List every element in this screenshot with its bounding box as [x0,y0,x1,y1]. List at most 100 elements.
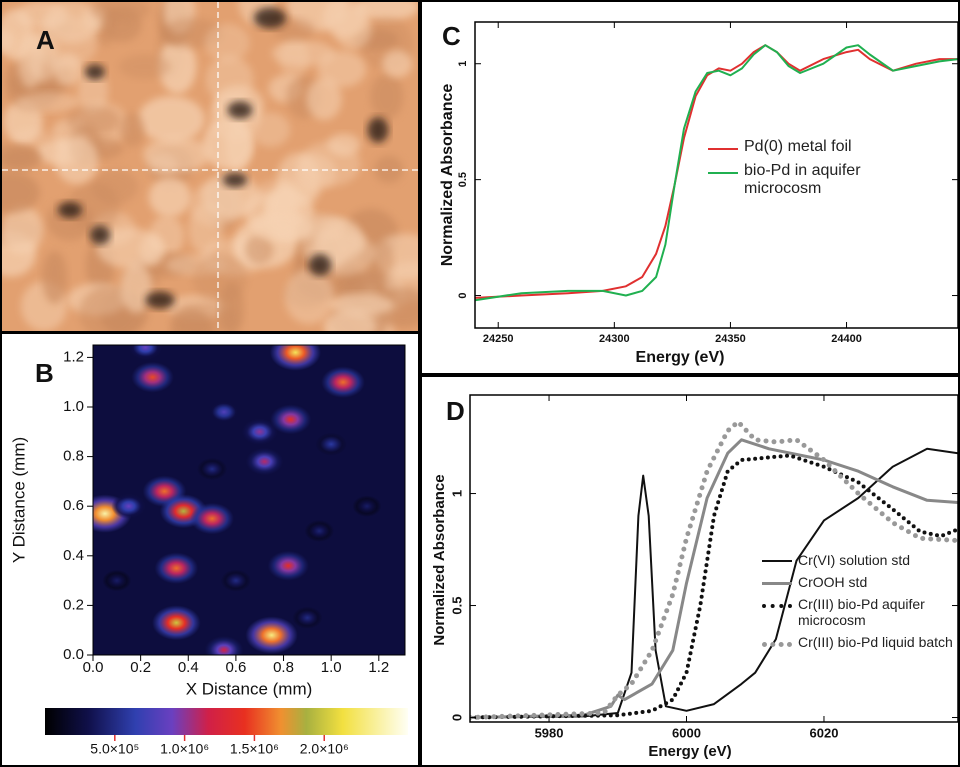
grain [284,269,335,325]
grain [204,23,250,62]
legend-swatch [708,147,738,150]
dark-grain [253,7,287,29]
hot-spot [207,399,241,425]
grain [12,127,51,148]
legend-label: Pd(0) metal foil [744,138,852,155]
x-tick-label: 24400 [831,333,862,345]
grain [250,112,291,147]
y-axis-label: Normalized Absorbance [431,474,448,645]
panel-frame [420,375,960,767]
y-tick-label: 0 [457,292,469,298]
hot-spot [321,366,365,398]
map-background [93,345,405,655]
panel-frame [420,0,960,375]
panel-label: A [36,25,55,55]
legend: Cr(VI) solution std CrOOH std Cr(III) bio-… [762,552,957,656]
grain [370,73,404,120]
legend-entry: Cr(III) bio-Pd liquid batch [762,634,957,650]
y-tick-label: 0.5 [457,172,469,187]
hot-spot [154,552,199,584]
legend-entry: bio-Pd in aquifer microcosm [708,162,938,198]
y-axis-label: Normalized Absorbance [439,84,456,267]
grain [205,55,254,104]
hot-spot [267,550,309,581]
grain [271,40,335,67]
hot-spot [152,605,201,641]
hot-spot [190,502,234,535]
dark-grain [57,201,83,219]
colorbar-tick-label: 1.5×10⁶ [230,741,279,757]
grain [77,66,109,115]
grain [375,287,418,328]
grain [42,250,68,304]
grain [16,92,81,113]
plot-frame [469,394,959,723]
hot-spot [315,432,347,456]
panel-frame [0,332,420,767]
dark-grain [84,64,106,80]
hot-spot [292,606,323,629]
x-tick-label: 24350 [715,333,746,345]
series-line [475,44,958,302]
y-tick-label: 0.2 [63,596,84,613]
series-line [470,447,958,719]
dark-grain [308,254,332,276]
hot-spot [270,404,312,435]
grain [202,117,255,170]
grain [2,146,43,171]
grain [26,31,59,83]
x-axis-label: Energy (eV) [648,743,731,760]
legend-label: Cr(VI) solution std [798,552,911,568]
legend-label: Cr(III) bio-Pd aquifer microcosm [798,596,925,628]
legend-swatch [762,582,792,586]
hot-spot [352,495,382,517]
legend-label: Cr(III) bio-Pd liquid batch [798,634,953,650]
colorbar-tick-label: 1.0×10⁶ [160,741,209,757]
x-tick-label: 0.8 [273,659,294,676]
grain [329,293,394,316]
x-tick-label: 24300 [599,333,630,345]
hot-spot [241,418,278,446]
x-axis-label: X Distance (mm) [186,679,313,698]
y-axis-label: Y Distance (mm) [9,437,28,563]
grain [306,77,342,121]
hot-spot [111,493,147,520]
plot-frame [92,344,406,656]
dark-grain [89,225,111,245]
plot-frame [474,21,959,329]
panel-label: C [442,21,461,51]
x-axis-label: Energy (eV) [636,349,725,366]
x-tick-label: 5980 [535,725,564,740]
grain [2,205,44,255]
legend-swatch [762,560,792,563]
grain [219,281,244,331]
legend-swatch [708,171,738,174]
grain [118,54,171,79]
x-tick-label: 24250 [483,333,514,345]
legend-swatch [762,642,792,648]
map [93,345,382,655]
grain [322,2,367,38]
grain [158,38,197,94]
grain [89,2,151,22]
y-tick-label: 0.8 [63,448,84,465]
colorbar [45,708,408,735]
hot-spot [220,569,251,592]
grain [67,181,120,232]
series-line [470,419,958,720]
y-tick-label: 0.4 [63,547,84,564]
grain [96,227,162,269]
x-tick-label: 1.2 [368,659,389,676]
dark-grain [367,117,389,143]
dark-grain [227,101,253,119]
x-tick-label: 6020 [810,725,839,740]
legend-entry: CrOOH std [762,574,957,590]
grain [2,29,15,52]
colorbar-tick-label: 2.0×10⁶ [300,741,349,757]
grain [120,112,145,147]
hot-spot [204,635,244,655]
grain [53,53,83,86]
grain [148,177,191,218]
grain [374,155,404,184]
